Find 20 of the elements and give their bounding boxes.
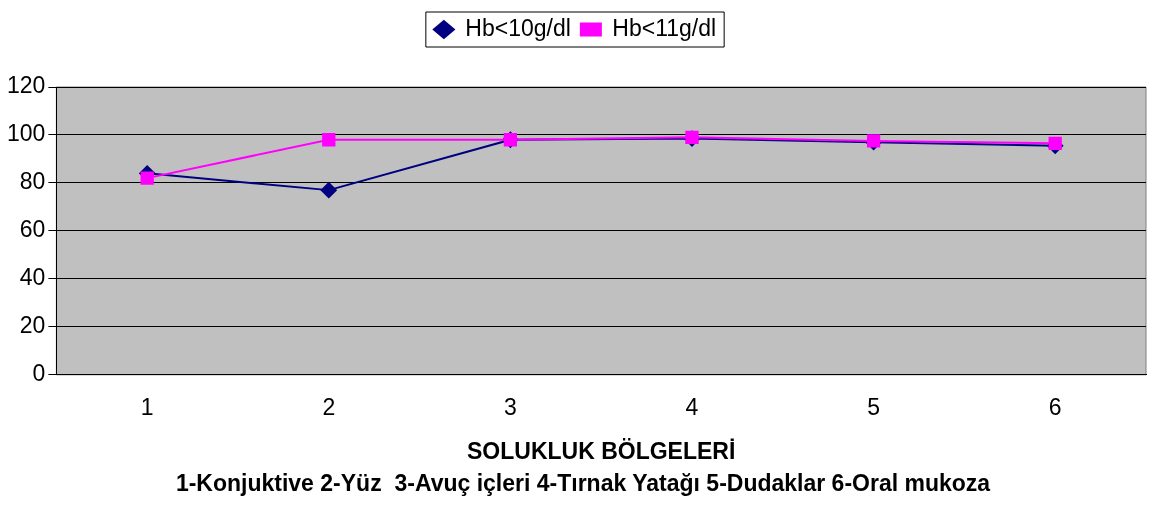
- legend-label: Hb<11g/dl: [612, 14, 717, 41]
- y-tick-label: 20: [19, 312, 46, 339]
- y-tick-label: 0: [32, 360, 46, 387]
- y-tick-label: 40: [19, 264, 46, 291]
- y-tick-label: 60: [19, 216, 46, 243]
- y-tick-label: 100: [7, 120, 46, 147]
- x-tick-label: 4: [685, 393, 699, 420]
- x-tick-label: 6: [1048, 393, 1062, 420]
- x-tick-label: 3: [503, 393, 517, 420]
- x-tick-label: 5: [867, 393, 880, 420]
- point: [322, 133, 336, 147]
- text: 1-Konjuktive 2-Yüz 3-Avuç içleri 4-Tırnak Yatağı 5-Dudaklar 6-Oral mukoza: [174, 470, 992, 497]
- y-tick-label: 80: [19, 168, 46, 195]
- point: [140, 171, 154, 185]
- x-tick-label: 2: [322, 393, 336, 420]
- x-axis-title: SOLUKLUK BÖLGELERİ: [467, 437, 736, 464]
- x-tick-label: 1: [140, 393, 154, 420]
- legend-label: Hb<10g/dl: [465, 14, 571, 41]
- y-tick-label: 120: [7, 72, 46, 99]
- point: [320, 182, 337, 199]
